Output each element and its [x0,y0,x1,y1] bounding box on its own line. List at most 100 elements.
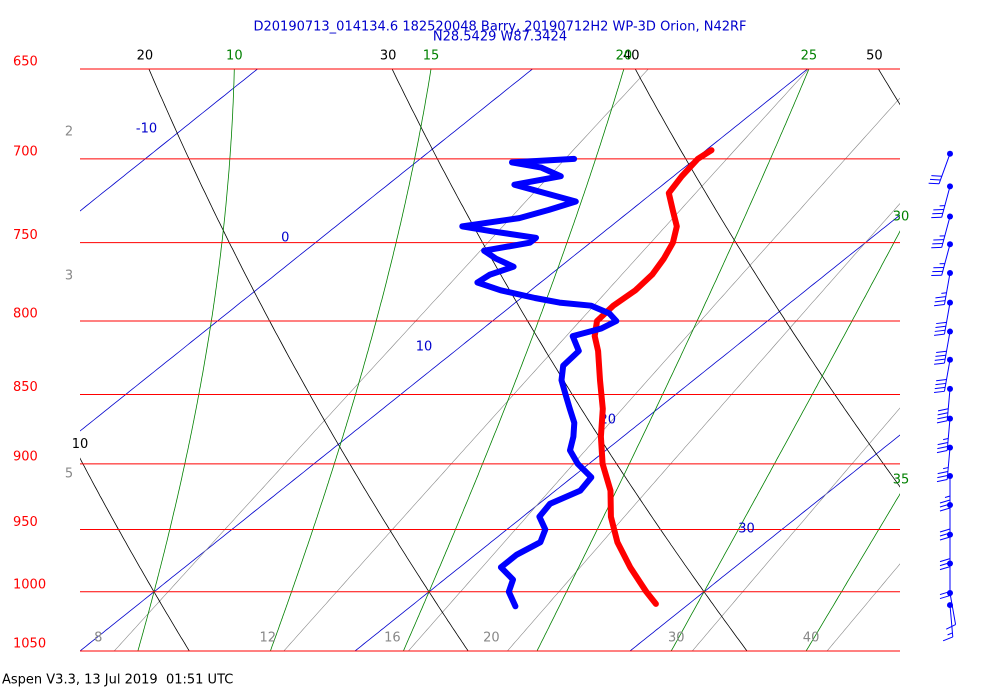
barb-flag [934,386,946,390]
moist-adiabat [137,69,235,651]
moist-adiabat-label: 25 [801,49,818,64]
dry-adiabat-label: 30 [380,49,397,64]
barb-station [947,299,953,306]
wind-barb [931,241,953,277]
isotherm [80,69,809,651]
barb-station [947,415,953,422]
barb-station [947,241,953,248]
moist-adiabat [269,69,432,651]
barb-flag [937,442,949,446]
chart-title: D20190713_014134.6 182520048 Barry, 2019… [254,20,747,35]
y-tick-label: 800 [13,306,38,321]
mixing-ratio-line [283,69,809,651]
wind-barb [934,356,953,394]
y-tick-label: 1000 [13,577,46,592]
barb-staff [943,331,951,364]
barb-flag [946,624,956,630]
barb-staff [943,359,951,392]
barb-flag [939,499,951,504]
barb-flag [931,175,942,177]
isotherm [80,69,259,212]
dry-adiabat [148,69,469,651]
barb-staff [943,302,951,335]
mixing-ratio-line [691,407,900,651]
moist-adiabat [670,230,900,651]
barb-flag [937,475,948,479]
barb-staff [949,592,957,625]
background-lines [80,69,900,651]
mixing-ratio-label: 8 [94,631,102,646]
wind-barb [936,415,953,454]
mixing-ratio-line [113,69,649,651]
wind-barb [934,270,953,307]
y-tick-label: 750 [13,228,38,243]
wind-barb [936,385,953,424]
barb-station [947,602,953,609]
barb-station [947,385,953,392]
barb-flag [937,408,949,412]
barb-station [947,270,953,277]
isotherm-label: 0 [281,231,289,246]
moist-adiabat [805,493,900,651]
dry-adiabat-label: 50 [866,49,883,64]
barb-flag [937,471,949,475]
mixing-ratio-label: 40 [803,631,820,646]
moist-adiabat-label: 20 [616,49,633,64]
barb-station [947,590,953,597]
barb-flag [935,325,946,328]
mixing-ratio-label: 12 [260,631,277,646]
wind-barb [931,213,953,249]
barb-station [947,531,953,538]
barb-flag [934,300,946,303]
barb-flag [934,390,945,394]
moist-adiabat-label: 15 [423,49,440,64]
barb-flag [939,558,951,563]
barb-flag [934,358,946,361]
isotherm-label: 30 [738,522,755,537]
barb-staff [946,418,951,451]
dry-adiabat-label: 40 [623,49,640,64]
barb-station [947,150,953,157]
moist-adiabat-label: 10 [226,49,243,64]
isotherm-label: -10 [136,122,157,137]
barb-flag [934,362,945,365]
barb-flag [936,350,947,353]
barb-staff [938,153,951,184]
profile-line [459,155,620,610]
moist-adiabat-label: 35 [893,472,910,487]
wind-barb [931,183,953,219]
profile-line [591,147,715,607]
wind-barb [942,602,954,642]
barb-staff [943,272,951,305]
barb-flag [936,321,947,325]
barb-flag [935,296,946,299]
y-tick-label: 900 [13,449,38,464]
mixing-ratio-line [507,203,900,651]
barb-flag [936,420,948,424]
barb-half [943,467,949,470]
barb-flag [935,382,946,386]
barb-flag [937,416,948,420]
dry-adiabat [877,69,900,106]
barb-station [947,444,953,451]
barb-station [947,473,953,480]
dry-adiabat [80,457,190,651]
dry-adiabat-label: 10 [72,437,89,452]
wind-barb [946,590,957,630]
wind-barb [934,328,953,365]
mixing-ratio-label: 20 [483,631,500,646]
mixing-ratio-line [826,563,900,651]
barb-flag [937,412,949,416]
y-tick-label: 700 [13,144,38,159]
barb-station [947,356,953,363]
barb-station [947,328,953,335]
dry-adiabat [634,69,900,488]
foreground: 65070075080085090095010001050-1001020308… [13,49,957,652]
mixing-ratio-label: 30 [668,631,685,646]
barb-staff [941,244,951,276]
barb-flag [934,304,945,307]
barb-station [947,560,953,567]
barb-flag [936,449,948,454]
barb-flag [939,507,951,512]
